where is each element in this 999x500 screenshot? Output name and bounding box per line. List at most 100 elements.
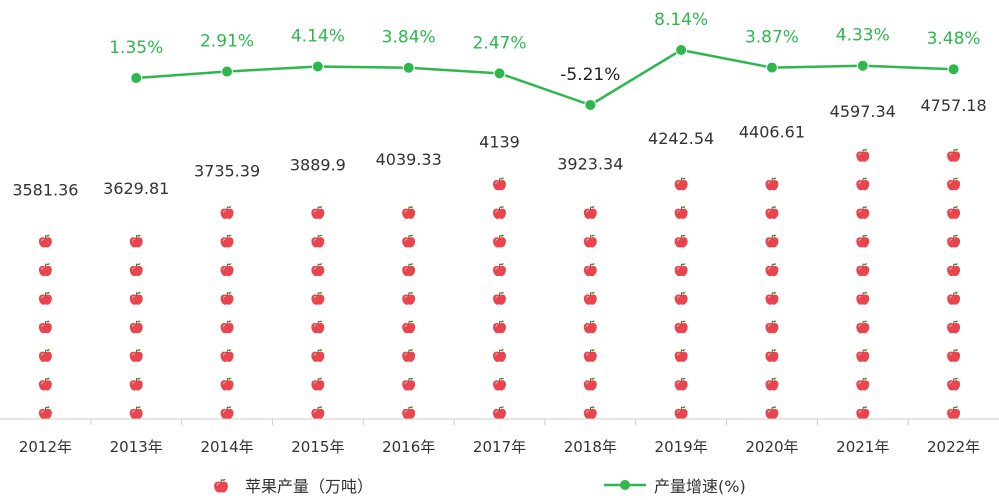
apple-icon <box>583 291 598 306</box>
apple-icon <box>946 320 961 334</box>
apple-icon <box>310 348 325 363</box>
bar-value-label: 3889.9 <box>290 156 346 175</box>
bar-value-label: 3629.81 <box>103 179 169 198</box>
apple-icon <box>583 205 598 220</box>
apple-icon <box>492 291 507 306</box>
apple-icon <box>220 377 235 392</box>
apple-icon <box>492 348 507 363</box>
apple-icon <box>946 377 961 392</box>
apple-icon-partial <box>129 207 144 220</box>
apple-bar <box>946 124 961 420</box>
apple-icon <box>855 405 870 420</box>
apple-icon <box>492 262 507 277</box>
apple-icon <box>310 377 325 392</box>
apple-icon <box>38 377 53 392</box>
bar-value-label: 4039.33 <box>376 150 442 169</box>
growth-line <box>136 48 954 107</box>
growth-point <box>311 60 324 73</box>
apple-icon-partial <box>674 157 689 163</box>
apple-icon <box>492 320 507 334</box>
growth-value-label: 2.91% <box>200 32 254 52</box>
bar-value-label: 4139 <box>479 133 520 152</box>
apple-icon <box>492 205 507 220</box>
x-axis-tick-labels: 2012年 2013年 2014年 2015年 2016年 2017年 2018年 2019年… <box>19 438 980 456</box>
apple-icon <box>583 320 598 334</box>
apple-icon <box>129 234 144 249</box>
apple-icon-partial <box>855 130 870 134</box>
growth-line-layer: 1.35% 2.91% 4.14% 3.84% 2.47% -5.21% 8.14% 3.87… <box>109 10 981 111</box>
apple-icon <box>674 320 689 334</box>
apple-icon <box>583 348 598 363</box>
apple-bar <box>855 130 870 420</box>
x-tick-label: 2012年 <box>19 438 72 456</box>
growth-value-label: 3.84% <box>382 28 436 48</box>
apple-icon <box>764 177 779 191</box>
growth-value-label: 4.33% <box>836 26 890 46</box>
apple-bar <box>492 161 507 420</box>
apple-icon-partial <box>583 183 598 191</box>
growth-point <box>675 44 688 56</box>
apple-icon <box>401 234 416 249</box>
apple-icon <box>492 234 507 249</box>
apple-icon <box>583 262 598 277</box>
apple-icon <box>220 405 235 420</box>
apple-icon <box>946 177 961 191</box>
apple-icon <box>855 348 870 363</box>
growth-point <box>130 71 143 84</box>
x-tick-label: 2020年 <box>745 438 798 456</box>
apple-icon <box>38 234 53 249</box>
x-tick-label: 2021年 <box>836 438 889 456</box>
apple-bars-layer <box>38 124 961 420</box>
apple-icon <box>220 205 235 220</box>
apple-icon <box>38 320 53 334</box>
apple-bar <box>674 157 689 420</box>
apple-icon <box>583 234 598 249</box>
apple-bar <box>764 151 779 420</box>
growth-point <box>765 61 778 74</box>
x-tick-label: 2013年 <box>110 438 163 456</box>
apple-icon <box>310 291 325 306</box>
apple-icon <box>946 205 961 220</box>
apple-icon <box>310 205 325 220</box>
apple-icon <box>213 478 229 494</box>
bar-labels-layer: 3581.36 3629.81 3735.39 3889.9 4039.33 4139 39… <box>12 96 986 200</box>
apple-icon <box>946 262 961 277</box>
growth-point <box>493 67 506 80</box>
growth-point <box>584 99 597 111</box>
apple-bar <box>583 183 598 420</box>
apple-icon <box>946 348 961 363</box>
apple-bar <box>220 190 235 420</box>
bar-value-label: 4757.18 <box>921 96 987 115</box>
apple-bar <box>129 207 144 420</box>
growth-point <box>947 63 960 76</box>
apple-icon <box>401 205 416 220</box>
apple-icon <box>129 405 144 420</box>
apple-icon <box>129 320 144 334</box>
growth-point <box>856 59 869 72</box>
apple-icon <box>764 377 779 392</box>
growth-value-label: 3.87% <box>745 28 799 48</box>
apple-icon <box>674 377 689 392</box>
apple-icon <box>38 262 53 277</box>
growth-value-label: 2.47% <box>472 33 526 53</box>
apple-icon-partial <box>310 184 325 191</box>
x-tick-label: 2014年 <box>200 438 253 456</box>
apple-icon <box>401 377 416 392</box>
apple-icon <box>310 262 325 277</box>
apple-icon <box>310 320 325 334</box>
apple-icon <box>220 348 235 363</box>
apple-icon <box>855 320 870 334</box>
apple-icon <box>855 262 870 277</box>
growth-value-label: 1.35% <box>109 38 163 58</box>
apple-icon <box>401 291 416 306</box>
apple-icon <box>38 405 53 420</box>
legend-item-production: 苹果产量（万吨） <box>213 477 373 496</box>
apple-icon <box>492 405 507 420</box>
x-axis-ticks <box>90 419 909 425</box>
apple-icon <box>855 205 870 220</box>
bar-value-label: 3735.39 <box>194 161 260 180</box>
apple-bar <box>401 178 416 420</box>
apple-icon <box>674 262 689 277</box>
apple-icon-partial <box>946 124 961 134</box>
